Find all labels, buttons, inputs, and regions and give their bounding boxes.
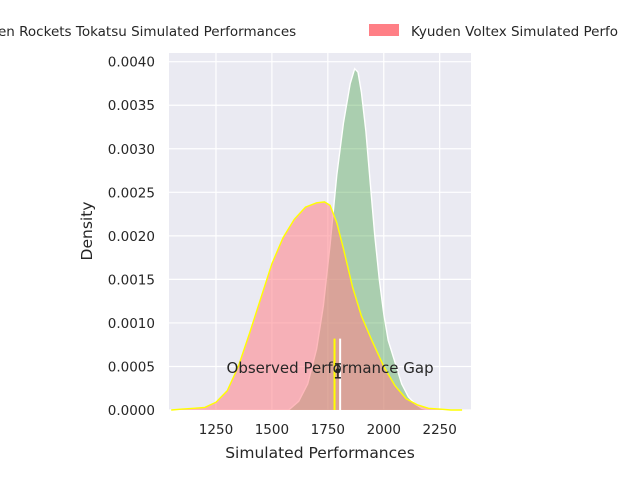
y-axis-label: Density xyxy=(78,202,96,261)
y-tick-label: 0.0030 xyxy=(108,142,155,158)
y-tick-label: 0.0020 xyxy=(108,229,155,245)
legend-label-rockets: en Rockets Tokatsu Simulated Performance… xyxy=(0,24,296,40)
legend-label-voltex: Kyuden Voltex Simulated Perfo xyxy=(411,24,618,40)
x-tick-label: 1500 xyxy=(255,422,289,438)
density-area-voltex xyxy=(171,201,463,410)
x-tick-labels: 1250 1500 1750 2000 2250 xyxy=(199,422,457,438)
annotation-gap: Observed Performance Gap xyxy=(227,359,434,377)
legend-swatch-voltex xyxy=(369,24,399,36)
x-tick-label: 2250 xyxy=(423,422,457,438)
gap-marker-point xyxy=(335,368,341,374)
density-line-voltex xyxy=(171,201,463,411)
x-axis-label: Simulated Performances xyxy=(225,444,415,462)
x-tick-label: 1250 xyxy=(199,422,233,438)
y-tick-label: 0.0040 xyxy=(108,55,155,71)
x-tick-label: 2000 xyxy=(367,422,401,438)
y-tick-label: 0.0035 xyxy=(108,98,155,114)
y-tick-label: 0.0015 xyxy=(108,272,155,288)
y-tick-label: 0.0000 xyxy=(108,403,155,419)
gap-markers xyxy=(333,338,342,410)
y-tick-labels: 0.0000 0.0005 0.0010 0.0015 0.0020 0.0025 0.00… xyxy=(108,55,155,419)
y-tick-label: 0.0025 xyxy=(108,185,155,201)
y-tick-label: 0.0010 xyxy=(108,316,155,332)
legend: en Rockets Tokatsu Simulated Performance… xyxy=(0,24,618,40)
x-tick-label: 1750 xyxy=(311,422,345,438)
density-series xyxy=(171,67,463,411)
y-tick-label: 0.0005 xyxy=(108,359,155,375)
